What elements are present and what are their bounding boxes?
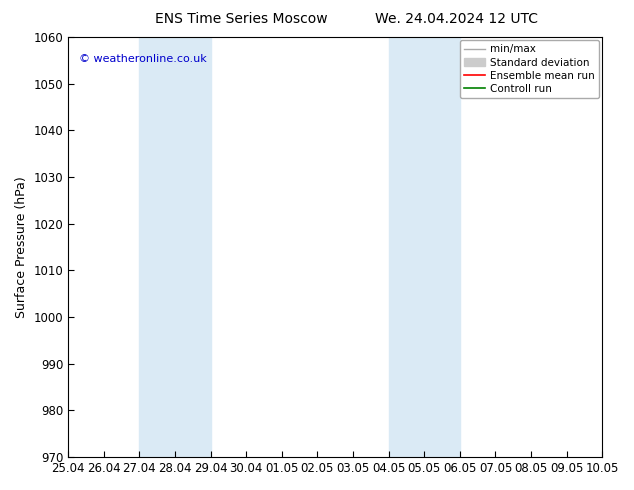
Text: We. 24.04.2024 12 UTC: We. 24.04.2024 12 UTC (375, 12, 538, 26)
Text: © weatheronline.co.uk: © weatheronline.co.uk (79, 54, 207, 64)
Legend: min/max, Standard deviation, Ensemble mean run, Controll run: min/max, Standard deviation, Ensemble me… (460, 40, 599, 98)
Text: ENS Time Series Moscow: ENS Time Series Moscow (155, 12, 327, 26)
Bar (139, 37, 210, 457)
Bar (389, 37, 460, 457)
Y-axis label: Surface Pressure (hPa): Surface Pressure (hPa) (15, 176, 28, 318)
